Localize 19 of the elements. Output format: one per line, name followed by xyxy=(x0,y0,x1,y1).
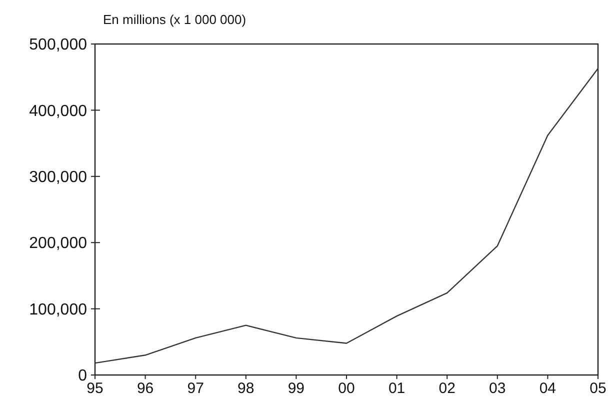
y-tick-label: 200,000 xyxy=(29,235,88,252)
y-tick-label: 400,000 xyxy=(29,102,88,120)
x-tick-label: 02 xyxy=(438,380,456,397)
x-tick-label: 98 xyxy=(238,380,254,397)
x-tick-label: 96 xyxy=(136,380,154,397)
y-axis-title: En millions (x 1 000 000) xyxy=(103,12,246,27)
x-tick-label: 05 xyxy=(590,380,606,397)
x-tick-label: 03 xyxy=(489,380,506,397)
x-tick-label: 95 xyxy=(86,380,104,397)
x-tick-label: 99 xyxy=(288,380,305,397)
y-tick-label: 0 xyxy=(78,368,88,385)
x-tick-label: 97 xyxy=(187,380,204,397)
x-tick-label: 04 xyxy=(539,380,556,397)
y-tick-label: 100,000 xyxy=(29,301,88,318)
x-tick-label: 01 xyxy=(388,380,406,397)
y-tick-label: 300,000 xyxy=(29,169,88,186)
y-tick-label: 500,000 xyxy=(29,36,88,54)
x-tick-label: 00 xyxy=(338,380,355,397)
line-series xyxy=(94,68,599,364)
